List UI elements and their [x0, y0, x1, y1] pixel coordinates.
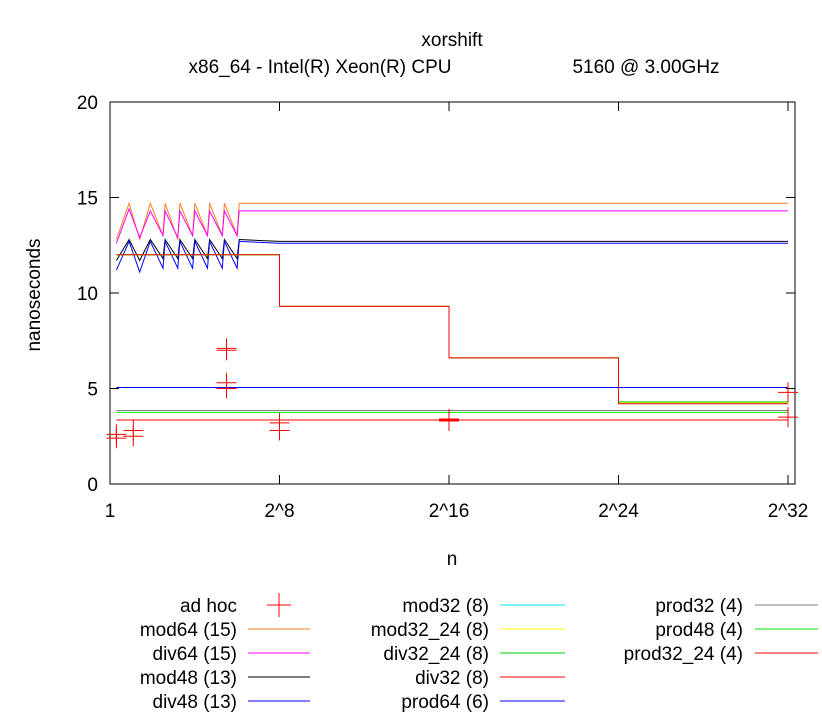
- y-axis-label: nanoseconds: [24, 238, 45, 351]
- x-tick-label: 2^8: [264, 501, 294, 522]
- data-point-adhoc: [778, 382, 798, 403]
- legend-label: div32 (8): [415, 668, 489, 689]
- legend-label: mod32 (8): [402, 596, 489, 617]
- y-tick-label: 15: [77, 189, 98, 210]
- chart-subtitle-right: 5160 @ 3.00GHz: [572, 57, 719, 78]
- x-axis-label: n: [447, 549, 458, 570]
- y-tick-label: 5: [87, 380, 98, 401]
- legend-label: ad hoc: [180, 596, 237, 617]
- legend-swatch: [267, 593, 291, 617]
- legend-label: div48 (13): [153, 692, 238, 713]
- chart-title: xorshift: [421, 30, 483, 51]
- y-tick-label: 0: [87, 475, 98, 496]
- series-line-2: [115, 207, 788, 244]
- series-line-7: [116, 254, 788, 403]
- y-tick-label: 10: [77, 284, 98, 305]
- series-lines: [115, 201, 788, 421]
- legend-label: prod48 (4): [655, 620, 743, 641]
- legend-label: div32_24 (8): [383, 644, 489, 665]
- data-point-adhoc: [439, 409, 459, 430]
- series-line-4: [115, 239, 788, 274]
- series-line-6: [116, 254, 788, 404]
- chart-subtitle-left: x86_64 - Intel(R) Xeon(R) CPU: [189, 57, 452, 78]
- axis-ticks: 1 2^8 2^16 2^24 2^32 0 5 10 15 20: [77, 93, 808, 522]
- series-line-5: [116, 254, 788, 404]
- data-point-adhoc: [269, 412, 290, 433]
- x-tick-label: 2^16: [429, 501, 470, 522]
- y-axis-label-group: nanoseconds: [24, 238, 45, 351]
- legend-label: mod64 (15): [140, 620, 237, 641]
- data-point-adhoc: [778, 407, 798, 428]
- x-tick-label: 2^24: [598, 501, 639, 522]
- series-line-1: [115, 201, 788, 242]
- data-point-adhoc: [216, 338, 237, 359]
- series-line-8: [116, 254, 788, 405]
- legend-label: prod32 (4): [655, 596, 743, 617]
- y-tick-label: 20: [77, 93, 98, 114]
- legend-label: prod64 (6): [401, 692, 489, 713]
- data-point-adhoc: [106, 424, 127, 445]
- legend-label: div64 (15): [153, 644, 238, 665]
- legend-label: mod32_24 (8): [371, 620, 489, 641]
- legend-label: prod32_24 (4): [624, 644, 743, 665]
- x-tick-label: 2^32: [768, 501, 809, 522]
- data-point-adhoc: [123, 420, 144, 441]
- x-tick-label: 1: [105, 501, 116, 522]
- legend-label: mod48 (13): [140, 668, 237, 689]
- plot-frame: [109, 101, 796, 485]
- series-points: [106, 338, 798, 449]
- legend: ad hoc mod64 (15) div64 (15) mod48 (13) div4…: [140, 593, 818, 713]
- data-point-adhoc: [216, 372, 237, 393]
